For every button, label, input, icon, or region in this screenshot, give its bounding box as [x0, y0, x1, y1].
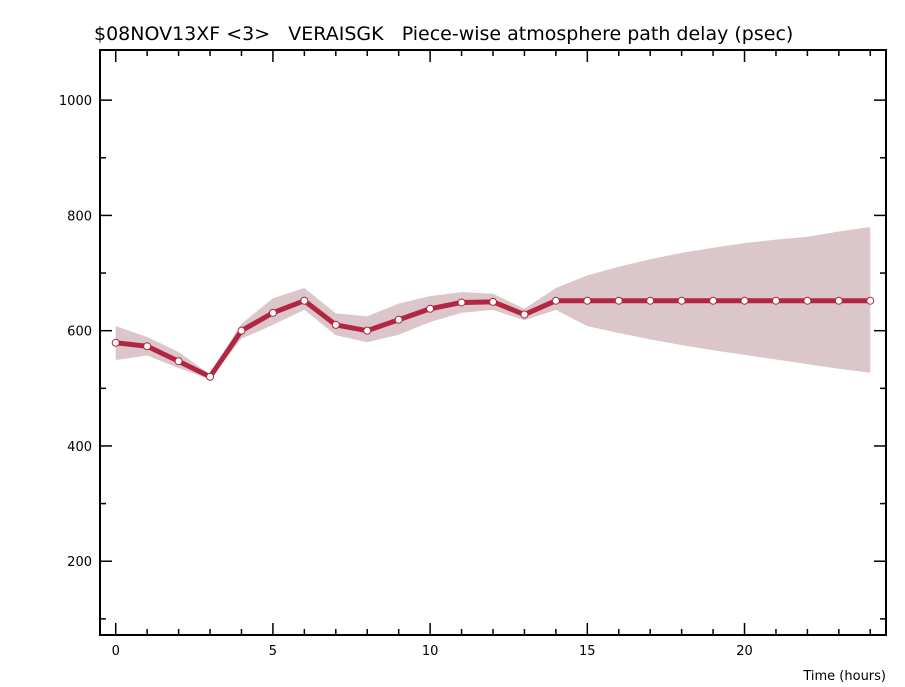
- data-point: [771, 296, 780, 305]
- data-point: [646, 296, 655, 305]
- axes: 200 400 600 800 1000 0 5 10 15 20: [59, 49, 887, 659]
- data-point: [143, 342, 152, 351]
- x-tick-label: 15: [579, 644, 596, 659]
- data-point: [331, 320, 340, 329]
- data-points: [111, 296, 875, 381]
- y-tick-label: 800: [67, 209, 92, 224]
- y-tick-label: 200: [67, 555, 92, 570]
- data-point: [206, 372, 215, 381]
- data-point: [300, 296, 309, 305]
- data-point: [803, 296, 812, 305]
- data-point: [111, 338, 120, 347]
- x-axis-label: Time (hours): [802, 669, 886, 684]
- data-point: [268, 308, 277, 317]
- x-tick-label: 0: [112, 644, 120, 659]
- data-point: [614, 296, 623, 305]
- data-point: [677, 296, 686, 305]
- data-point: [363, 326, 372, 335]
- y-tick-label: 400: [67, 440, 92, 455]
- chart-title: $08NOV13XF <3> VERAISGK Piece-wise atmos…: [94, 23, 793, 45]
- y-tick-label: 1000: [59, 94, 92, 109]
- data-point: [520, 310, 529, 319]
- data-point: [489, 297, 497, 306]
- data-point: [551, 296, 560, 305]
- data-point: [740, 296, 749, 305]
- x-tick-label: 10: [422, 644, 439, 659]
- data-point: [394, 315, 403, 324]
- data-point: [457, 298, 466, 307]
- y-tick-label: 600: [67, 325, 92, 340]
- data-point: [174, 357, 183, 366]
- data-point: [709, 296, 718, 305]
- data-point: [583, 296, 592, 305]
- data-point: [866, 296, 875, 305]
- x-tick-label: 20: [736, 644, 753, 659]
- data-point: [426, 304, 435, 313]
- data-point: [834, 296, 843, 305]
- x-tick-label: 5: [269, 644, 277, 659]
- data-point: [237, 326, 246, 335]
